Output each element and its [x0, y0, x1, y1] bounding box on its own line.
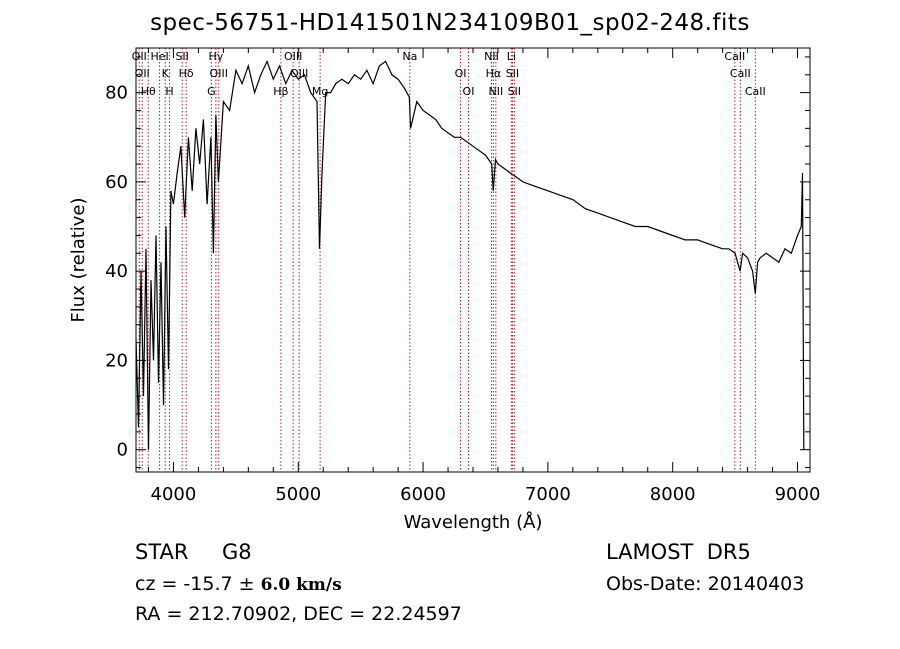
- line-marker-labels: OIIOIIHθHeIKHSIIHδGHγOIIIHβOIIIOIIIMgNaO…: [132, 50, 766, 98]
- line-marker-label: HeI: [150, 50, 168, 63]
- redshift-line: cz = -15.7 ± 6.0 km/s: [135, 573, 342, 595]
- x-tick-label: 7000: [525, 484, 571, 505]
- line-marker-label: OII: [135, 67, 150, 80]
- x-axis-label: Wavelength (Å): [404, 511, 543, 533]
- spectrum-line: [135, 59, 805, 450]
- chart-title: spec-56751-HD141501N234109B01_sp02-248.f…: [150, 10, 750, 36]
- y-tick-label: 40: [105, 261, 128, 282]
- coordinates: RA = 212.70902, DEC = 22.24597: [135, 603, 462, 625]
- line-marker-label: Na: [402, 50, 417, 63]
- line-marker-label: CaII: [745, 85, 766, 98]
- line-marker-label: OI: [455, 67, 467, 80]
- line-marker-label: CaII: [724, 50, 745, 63]
- y-axis: 0 20 40 60 80: [105, 56, 810, 469]
- line-marker-label: Hα: [486, 67, 502, 80]
- line-marker-label: Hδ: [179, 67, 194, 80]
- line-marker-label: Hγ: [208, 50, 223, 63]
- object-subclass: G8: [222, 540, 252, 564]
- x-tick-label: 4000: [151, 484, 197, 505]
- x-tick-label: 9000: [775, 484, 821, 505]
- line-marker-label: SII: [506, 67, 519, 80]
- x-axis: 4000 5000 6000 7000 8000 9000: [147, 48, 821, 505]
- y-tick-label: 60: [105, 172, 128, 193]
- cz-error: 6.0 km/s: [260, 575, 342, 595]
- line-marker-label: Hβ: [273, 85, 288, 98]
- line-marker-label: OIII: [284, 50, 302, 63]
- line-marker-label: Mg: [312, 85, 328, 98]
- y-tick-label: 0: [117, 440, 128, 461]
- line-marker-label: NII: [484, 50, 499, 63]
- x-tick-label: 8000: [650, 484, 696, 505]
- line-marker-label: H: [165, 85, 173, 98]
- line-marker-label: NII: [488, 85, 503, 98]
- line-marker-label: G: [207, 85, 216, 98]
- line-markers: [138, 48, 756, 472]
- survey-name: LAMOST DR5: [606, 540, 751, 564]
- line-marker-label: Hθ: [141, 85, 156, 98]
- line-marker-label: OIII: [290, 67, 308, 80]
- y-tick-label: 20: [105, 350, 128, 371]
- x-tick-label: 5000: [275, 484, 321, 505]
- object-class: STAR: [135, 540, 189, 564]
- line-marker-label: CaII: [730, 67, 751, 80]
- observation-date: Obs-Date: 20140403: [606, 573, 805, 595]
- plus-minus: ±: [238, 573, 255, 595]
- line-marker-label: SII: [175, 50, 188, 63]
- plot-frame: [135, 47, 811, 473]
- line-marker-label: Li: [507, 50, 516, 63]
- line-marker-label: SII: [508, 85, 521, 98]
- line-marker-label: K: [162, 67, 170, 80]
- y-axis-label: Flux (relative): [68, 197, 89, 322]
- line-marker-label: OI: [463, 85, 475, 98]
- cz-value: cz = -15.7: [135, 573, 233, 595]
- y-tick-label: 80: [105, 83, 128, 104]
- line-marker-label: OIII: [210, 67, 228, 80]
- x-tick-label: 6000: [400, 484, 446, 505]
